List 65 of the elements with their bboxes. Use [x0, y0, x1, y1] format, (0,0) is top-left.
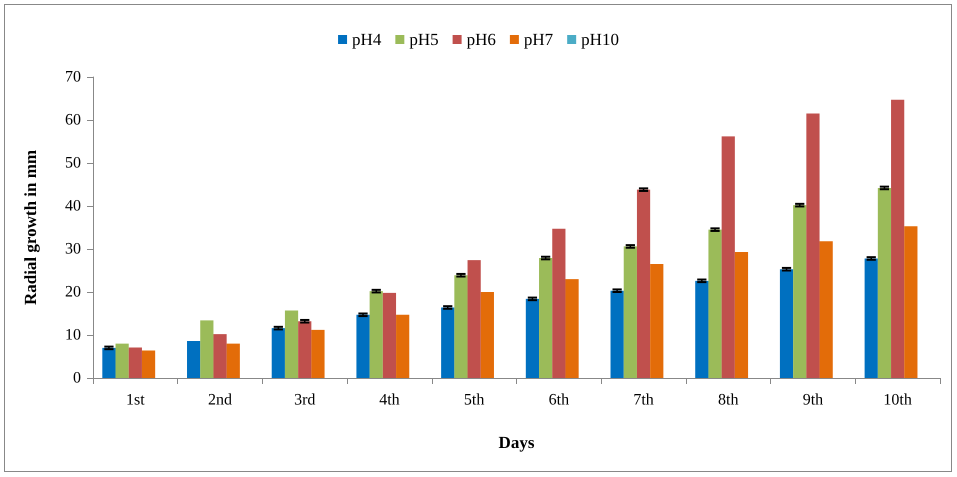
bar — [878, 188, 892, 378]
y-tick-label: 70 — [65, 68, 81, 86]
bar — [382, 292, 396, 378]
legend-label: pH4 — [352, 30, 382, 49]
x-tick-label: 4th — [379, 392, 400, 408]
y-tick-label: 60 — [65, 112, 81, 128]
y-tick-label: 50 — [65, 154, 81, 172]
bar — [734, 252, 748, 378]
bar — [454, 275, 468, 378]
bar — [142, 350, 156, 378]
bar — [624, 246, 637, 378]
bar — [650, 264, 664, 378]
bar — [552, 228, 566, 378]
bar — [298, 321, 312, 378]
bar — [539, 258, 552, 378]
bar — [565, 279, 579, 378]
x-tick-label: 3rd — [294, 392, 316, 408]
x-axis-title: Days — [498, 433, 535, 452]
bar — [116, 344, 129, 378]
bar — [311, 330, 325, 378]
bar — [102, 348, 116, 378]
bar — [480, 292, 494, 378]
y-axis-title: Radial growth in mm — [21, 150, 40, 306]
bar — [820, 241, 833, 378]
bar — [708, 230, 722, 378]
legend-label: pH7 — [524, 30, 554, 49]
x-tick-label: 10th — [883, 392, 912, 408]
bar — [213, 334, 227, 378]
x-tick-label: 9th — [802, 392, 824, 408]
x-tick-label: 6th — [548, 392, 570, 408]
bar — [284, 310, 298, 378]
x-tick-label: 2nd — [208, 392, 232, 408]
bar — [272, 328, 285, 378]
bar — [780, 269, 794, 378]
y-tick-label: 10 — [65, 326, 81, 344]
bar — [636, 190, 650, 378]
y-tick-label: 40 — [65, 198, 81, 214]
x-tick-label: 1st — [126, 392, 146, 408]
bar — [356, 314, 370, 378]
bar — [722, 136, 735, 378]
legend-label: pH6 — [466, 30, 496, 49]
y-tick-label: 30 — [65, 240, 81, 258]
bar — [226, 344, 240, 378]
bar — [128, 347, 142, 378]
bar — [904, 226, 918, 378]
y-tick-label: 0 — [73, 370, 81, 386]
bar — [526, 298, 540, 378]
y-tick-label: 20 — [65, 284, 81, 300]
bar — [468, 260, 481, 378]
bar — [864, 258, 878, 378]
bar — [793, 205, 806, 378]
bar — [610, 290, 624, 378]
x-tick-label: 5th — [464, 392, 484, 408]
bar — [891, 100, 904, 378]
bar — [187, 341, 200, 378]
x-tick-label: 7th — [633, 392, 654, 408]
bar — [695, 280, 708, 378]
bar — [806, 114, 820, 378]
legend-label: pH10 — [581, 30, 619, 49]
bar — [441, 307, 454, 378]
bar — [396, 314, 410, 378]
bar — [200, 320, 214, 378]
x-tick-label: 8th — [718, 392, 738, 408]
bar — [370, 291, 383, 378]
legend-label: pH5 — [409, 30, 439, 49]
